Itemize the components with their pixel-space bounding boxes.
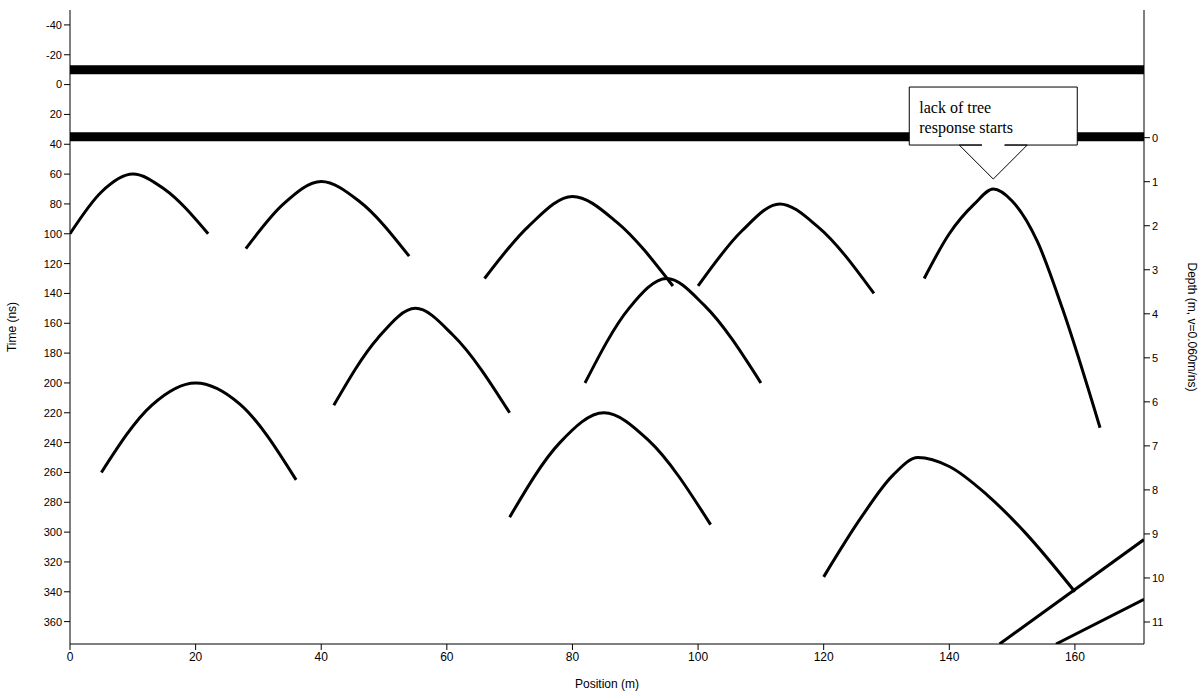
svg-text:200: 200 xyxy=(44,377,62,389)
svg-text:5: 5 xyxy=(1152,352,1158,364)
svg-text:80: 80 xyxy=(50,198,62,210)
svg-text:-40: -40 xyxy=(46,19,62,31)
svg-text:0: 0 xyxy=(56,78,62,90)
svg-text:120: 120 xyxy=(814,650,834,664)
svg-text:3: 3 xyxy=(1152,264,1158,276)
svg-text:60: 60 xyxy=(440,650,454,664)
svg-text:160: 160 xyxy=(44,317,62,329)
svg-text:300: 300 xyxy=(44,526,62,538)
svg-text:20: 20 xyxy=(189,650,203,664)
svg-text:8: 8 xyxy=(1152,484,1158,496)
svg-text:340: 340 xyxy=(44,586,62,598)
svg-text:260: 260 xyxy=(44,466,62,478)
svg-text:-20: -20 xyxy=(46,49,62,61)
svg-text:180: 180 xyxy=(44,347,62,359)
svg-text:20: 20 xyxy=(50,108,62,120)
svg-text:response starts: response starts xyxy=(919,119,1013,137)
svg-text:140: 140 xyxy=(939,650,959,664)
svg-text:100: 100 xyxy=(44,228,62,240)
svg-text:Depth (m, v=0.060m/ns): Depth (m, v=0.060m/ns) xyxy=(1185,262,1199,391)
svg-text:80: 80 xyxy=(566,650,580,664)
svg-text:120: 120 xyxy=(44,258,62,270)
svg-text:7: 7 xyxy=(1152,440,1158,452)
svg-text:9: 9 xyxy=(1152,528,1158,540)
svg-text:280: 280 xyxy=(44,496,62,508)
svg-text:160: 160 xyxy=(1065,650,1085,664)
svg-text:360: 360 xyxy=(44,616,62,628)
svg-text:0: 0 xyxy=(1152,132,1158,144)
svg-text:320: 320 xyxy=(44,556,62,568)
svg-text:60: 60 xyxy=(50,168,62,180)
svg-text:100: 100 xyxy=(688,650,708,664)
svg-text:220: 220 xyxy=(44,407,62,419)
svg-text:0: 0 xyxy=(67,650,74,664)
svg-text:140: 140 xyxy=(44,287,62,299)
svg-text:lack of tree: lack of tree xyxy=(919,99,991,116)
svg-text:Time (ns): Time (ns) xyxy=(5,302,19,352)
svg-text:240: 240 xyxy=(44,437,62,449)
svg-text:1: 1 xyxy=(1152,176,1158,188)
svg-text:2: 2 xyxy=(1152,220,1158,232)
svg-text:Position (m): Position (m) xyxy=(575,677,639,691)
svg-text:6: 6 xyxy=(1152,396,1158,408)
svg-text:40: 40 xyxy=(50,138,62,150)
svg-text:11: 11 xyxy=(1152,616,1163,628)
svg-text:4: 4 xyxy=(1152,308,1158,320)
svg-text:40: 40 xyxy=(315,650,329,664)
svg-text:10: 10 xyxy=(1152,572,1164,584)
